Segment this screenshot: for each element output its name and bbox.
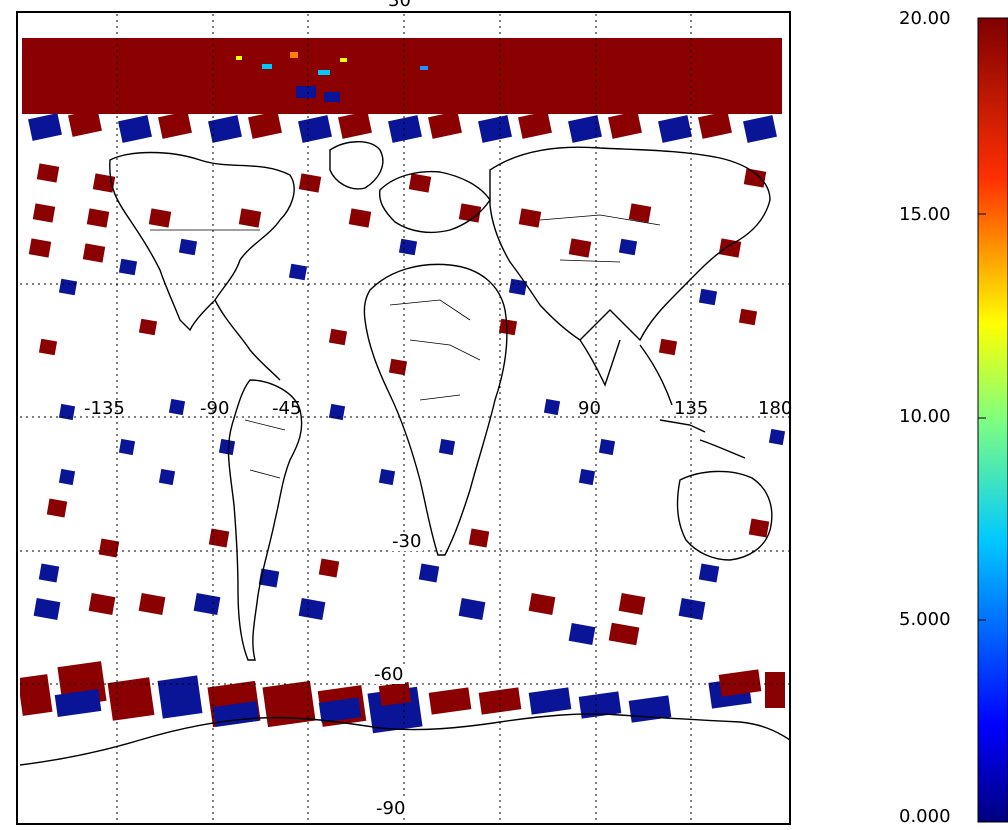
colorbar-label-5: 5.000: [899, 609, 951, 630]
arctic-speckles: [236, 52, 428, 102]
country-borders: [150, 214, 661, 479]
colorbar-ticks: [978, 213, 986, 621]
colorbar-label-0: 0.000: [899, 806, 951, 827]
lon-label-minus135: -135: [84, 398, 125, 419]
lat-label-minus30: -30: [390, 531, 424, 552]
colorbar-label-15: 15.00: [899, 204, 951, 225]
arctic-band: [22, 38, 782, 114]
colorbar: [977, 17, 1008, 823]
lat-label-minus90: -90: [374, 798, 408, 819]
lon-label-135: 135: [674, 398, 709, 419]
colorbar-label-20: 20.00: [899, 8, 951, 29]
lat-label-30: 30: [386, 0, 413, 10]
gridlines: [20, 14, 790, 822]
swath-tiles: [28, 163, 786, 646]
lat-label-minus60: -60: [372, 664, 406, 685]
colorbar-label-10: 10.00: [899, 406, 951, 427]
lon-label-180: 180: [758, 398, 793, 419]
lon-label-minus90: -90: [200, 398, 230, 419]
lon-label-90: 90: [578, 398, 601, 419]
coastlines: [20, 141, 790, 766]
lon-label-minus45: -45: [272, 398, 302, 419]
north-tiles: [28, 109, 777, 143]
